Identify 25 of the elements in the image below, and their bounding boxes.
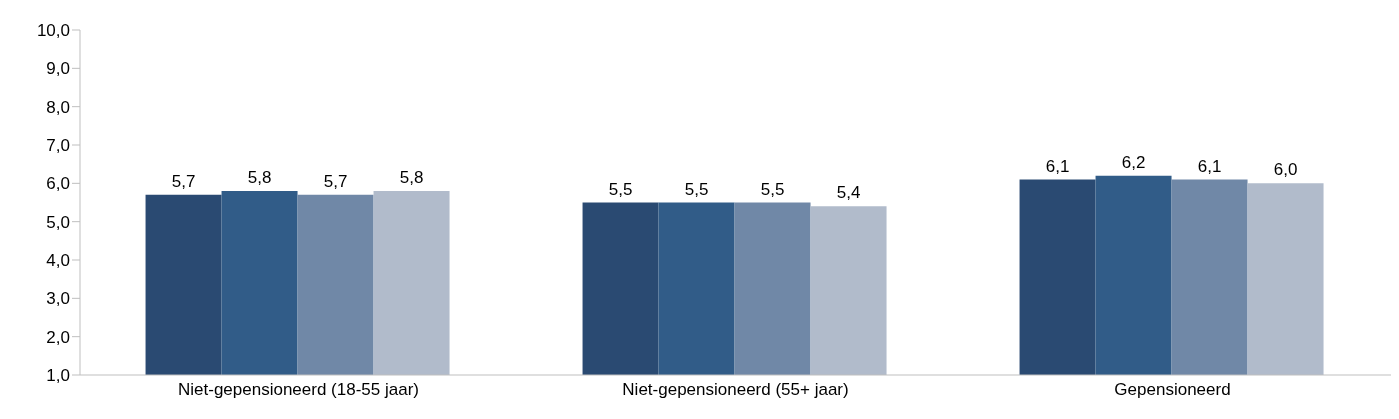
x-tick-label: Gepensioneerd [1114,380,1231,400]
data-label: 5,8 [399,168,424,187]
y-tick-label: 9,0 [46,59,70,79]
y-tick-label: 6,0 [46,174,70,194]
data-label: 5,4 [836,183,861,203]
x-tick-label: Niet-gepensioneerd (55+ jaar) [622,380,849,400]
data-label: 6,1 [1045,156,1070,176]
y-tick-label: 2,0 [46,327,70,347]
y-tick-label: 8,0 [46,97,70,117]
y-tick-label: 3,0 [46,289,70,309]
data-label: 6,1 [1197,156,1222,176]
x-tick-label: Niet-gepensioneerd (18-55 jaar) [178,380,419,400]
data-label: 5,7 [323,171,348,191]
y-tick-label: 7,0 [46,136,70,156]
y-tick-label: 4,0 [46,251,70,271]
data-label: 6,2 [1121,152,1146,172]
y-tick-label: 1,0 [46,366,70,386]
y-tick-label: 5,0 [46,212,70,232]
y-tick-label: 10,0 [36,21,70,41]
data-label: 6,0 [1273,160,1298,180]
data-label: 5,8 [247,168,272,187]
data-label: 5,5 [760,179,785,199]
data-label: 5,5 [608,179,633,199]
data-label: 5,5 [684,179,709,199]
data-label: 5,7 [171,171,196,191]
